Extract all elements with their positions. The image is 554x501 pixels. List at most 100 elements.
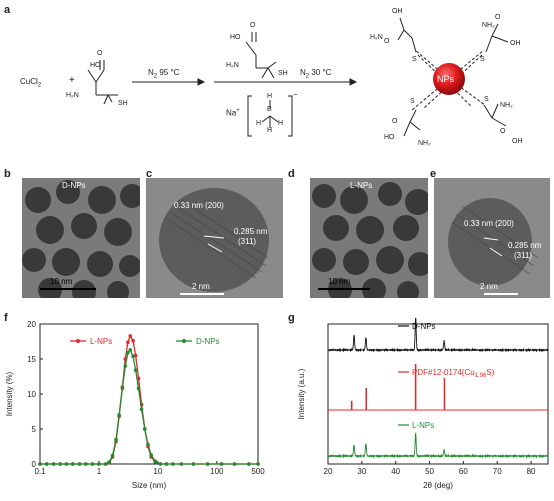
sodium-label: Na+ bbox=[226, 108, 240, 118]
atom-h2n-tl: H₂N bbox=[370, 34, 383, 41]
atom-h-left: H bbox=[256, 120, 262, 127]
atom-o-tr: O bbox=[495, 14, 501, 21]
scheme-drawing bbox=[87, 17, 509, 137]
data-point bbox=[232, 462, 237, 466]
atom-s-bl: S bbox=[410, 98, 415, 105]
data-point bbox=[64, 462, 69, 466]
legend-label: PDF#12-0174(Cu1.96S) bbox=[412, 368, 495, 379]
tem-c-plane-2: (311) bbox=[238, 237, 257, 246]
step2-conditions: N2 30 °C bbox=[300, 68, 332, 80]
tem-b-scale-label: 10 nm bbox=[50, 277, 73, 286]
data-point bbox=[191, 462, 196, 466]
atom-sh-1: SH bbox=[118, 100, 128, 107]
cucl2-label: CuCl2 bbox=[20, 77, 42, 89]
tem-d-title: L-NPs bbox=[350, 181, 373, 190]
atom-ho-bl: HO bbox=[384, 134, 395, 141]
atom-sh-2: SH bbox=[278, 70, 288, 77]
legend-label: L-NPs bbox=[412, 421, 434, 430]
x-axis-label: 2θ (deg) bbox=[423, 481, 453, 490]
data-point bbox=[103, 462, 108, 466]
tem-c-spacing-1: 0.33 nm (200) bbox=[174, 201, 224, 210]
tem-image-c: 0.33 nm (200) 0.285 nm (311) 2 nm bbox=[146, 178, 283, 298]
legend-label: D-NPs bbox=[412, 322, 436, 331]
data-point bbox=[219, 462, 224, 466]
x-tick-label: 10 bbox=[153, 467, 162, 476]
data-point bbox=[146, 442, 150, 447]
panel-letter-g: g bbox=[288, 312, 295, 324]
x-tick-label: 20 bbox=[324, 467, 333, 476]
xrd-profile bbox=[327, 318, 549, 353]
atom-o-bl: O bbox=[392, 118, 398, 125]
tem-e-scalebar bbox=[484, 293, 518, 295]
atom-s-tl: S bbox=[412, 56, 417, 63]
data-point bbox=[107, 460, 112, 464]
data-point bbox=[77, 462, 82, 466]
atom-nh2-br: NH₂ bbox=[500, 102, 513, 109]
data-point bbox=[70, 462, 75, 466]
data-point bbox=[133, 368, 138, 372]
data-point bbox=[114, 437, 118, 442]
legend-label: L-NPs bbox=[90, 337, 112, 346]
panel-letter-b: b bbox=[4, 168, 11, 180]
y-tick-label: 15 bbox=[27, 355, 36, 364]
reaction-arrow-2 bbox=[214, 78, 358, 86]
data-point bbox=[153, 459, 157, 463]
atom-o-tl: O bbox=[384, 38, 390, 45]
panel-letter-a: a bbox=[4, 4, 11, 16]
data-point bbox=[179, 462, 184, 466]
x-tick-label: 0.1 bbox=[34, 467, 46, 476]
tem-c-scale-label: 2 nm bbox=[192, 282, 210, 291]
tem-b-scalebar bbox=[40, 288, 96, 290]
y-axis-label: Intensity (a.u.) bbox=[297, 368, 306, 419]
tem-c-scalebar bbox=[180, 293, 224, 295]
tem-d-scalebar bbox=[318, 288, 370, 290]
atom-oh-tl: OH bbox=[392, 8, 403, 15]
data-point bbox=[120, 386, 125, 391]
y-tick-label: 10 bbox=[27, 390, 36, 399]
tem-c-spacing-2: 0.285 nm bbox=[234, 227, 268, 236]
tem-image-d: L-NPs 10 nm bbox=[310, 178, 428, 298]
tem-particles-b bbox=[22, 178, 140, 298]
atom-s-br: S bbox=[484, 96, 489, 103]
atom-oh-br: OH bbox=[512, 138, 523, 145]
atom-nh2-bl: NH₂ bbox=[418, 140, 431, 147]
atom-o-br: O bbox=[500, 128, 506, 135]
data-point bbox=[171, 462, 175, 466]
x-tick-label: 60 bbox=[459, 467, 468, 476]
data-point bbox=[110, 453, 115, 458]
data-point bbox=[142, 427, 147, 431]
data-point bbox=[131, 339, 135, 343]
tem-lattice-c bbox=[146, 178, 283, 298]
data-point bbox=[164, 462, 169, 466]
atom-h-top: H bbox=[267, 93, 273, 100]
step1-conditions: N2 95 °C bbox=[148, 68, 180, 80]
tem-particles-d bbox=[310, 178, 428, 298]
atom-h-right: H bbox=[278, 120, 284, 127]
y-axis-label: Intensity (%) bbox=[5, 371, 14, 416]
atom-b: B bbox=[267, 106, 272, 113]
data-point bbox=[58, 462, 62, 466]
dls-size-chart: 0.1 1 10 100 500 0 5 10 15 20 Size (nm) Intensity (… bbox=[5, 320, 265, 490]
x-tick-label: 70 bbox=[493, 467, 502, 476]
data-point bbox=[247, 462, 251, 466]
tem-e-spacing-2: 0.285 nm bbox=[508, 241, 542, 250]
atom-s-tr: S bbox=[480, 56, 485, 63]
data-point bbox=[90, 462, 95, 466]
tem-b-title: D-NPs bbox=[62, 181, 86, 190]
y-tick-label: 5 bbox=[32, 425, 37, 434]
data-point bbox=[128, 348, 133, 352]
atom-nh2-tr: NH₂ bbox=[482, 22, 495, 29]
tem-d-scale-label: 10 nm bbox=[328, 277, 351, 286]
atom-o-2: O bbox=[250, 22, 256, 29]
y-tick-label: 20 bbox=[27, 320, 36, 329]
xrd-profile bbox=[327, 432, 549, 459]
series-line bbox=[40, 348, 258, 465]
legend-marker bbox=[76, 339, 80, 343]
x-axis-label: Size (nm) bbox=[132, 481, 167, 490]
data-point bbox=[126, 340, 130, 344]
penicillamine-structure bbox=[87, 60, 118, 105]
data-point bbox=[205, 462, 210, 466]
data-point bbox=[126, 350, 130, 355]
plot-frame bbox=[327, 323, 549, 465]
x-tick-label: 1 bbox=[97, 467, 102, 476]
